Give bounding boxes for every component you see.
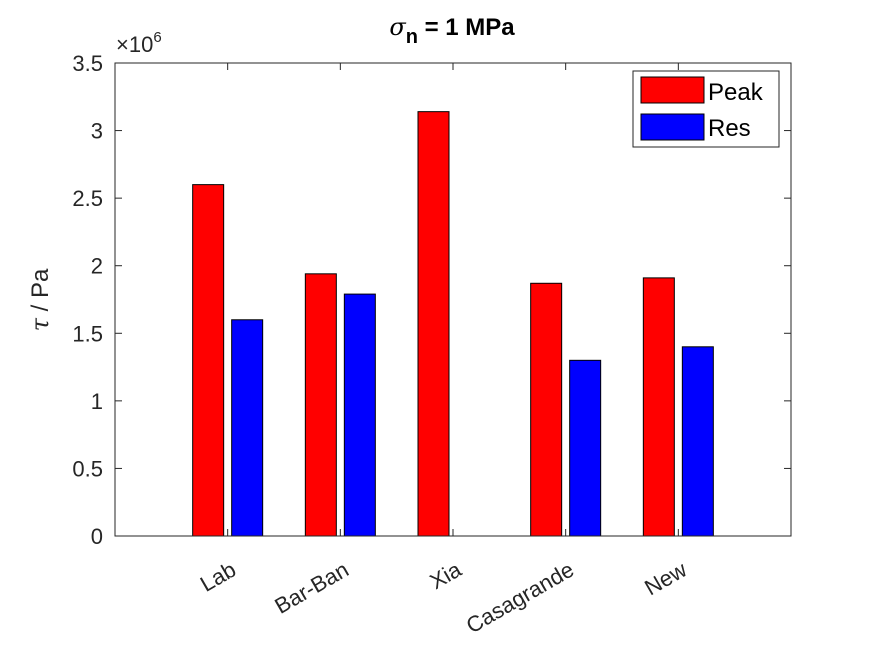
bar-peak-new <box>642 277 675 537</box>
y-ticks-group: 0 0.5 1 1.5 2 2.5 3 3.5 <box>72 51 791 549</box>
legend-label-res: Res <box>708 115 751 142</box>
legend: Peak Res <box>632 70 780 148</box>
plot-area-frame <box>114 62 792 537</box>
title-subscript: n <box>406 26 418 48</box>
bar-res-new <box>681 346 714 537</box>
bars-group <box>192 111 714 537</box>
y-tick-label: 1.5 <box>72 321 103 346</box>
title-symbol: σ <box>389 13 406 41</box>
y-tick-label: 2.5 <box>72 186 103 211</box>
y-label-symbol: τ <box>26 317 54 331</box>
title-rest: = 1 MPa <box>418 14 515 41</box>
legend-label-peak: Peak <box>708 79 764 106</box>
bar-peak-xia <box>417 111 450 537</box>
y-exponent-prefix: ×10 <box>116 32 153 57</box>
bar-res-bar-ban <box>343 293 376 537</box>
y-exponent: ×106 <box>116 29 162 57</box>
y-axis-label: τ / Pa <box>26 268 54 331</box>
bar-res-lab <box>231 319 264 537</box>
bar-peak-lab <box>192 184 225 537</box>
bar-peak-bar-ban <box>304 273 337 537</box>
legend-swatch-res <box>640 113 705 141</box>
chart-title: σn = 1 MPa <box>389 13 515 48</box>
legend-swatch-peak <box>640 76 705 104</box>
y-tick-label: 0 <box>91 524 103 549</box>
y-exponent-power: 6 <box>153 29 161 46</box>
y-label-rest: / Pa <box>27 268 54 318</box>
y-tick-label: 0.5 <box>72 456 103 481</box>
bar-peak-casagrande <box>530 282 563 537</box>
y-tick-label: 3.5 <box>72 51 103 76</box>
y-tick-label: 3 <box>91 119 103 144</box>
y-tick-label: 2 <box>91 254 103 279</box>
y-tick-label: 1 <box>91 389 103 414</box>
bar-res-casagrande <box>569 359 602 537</box>
